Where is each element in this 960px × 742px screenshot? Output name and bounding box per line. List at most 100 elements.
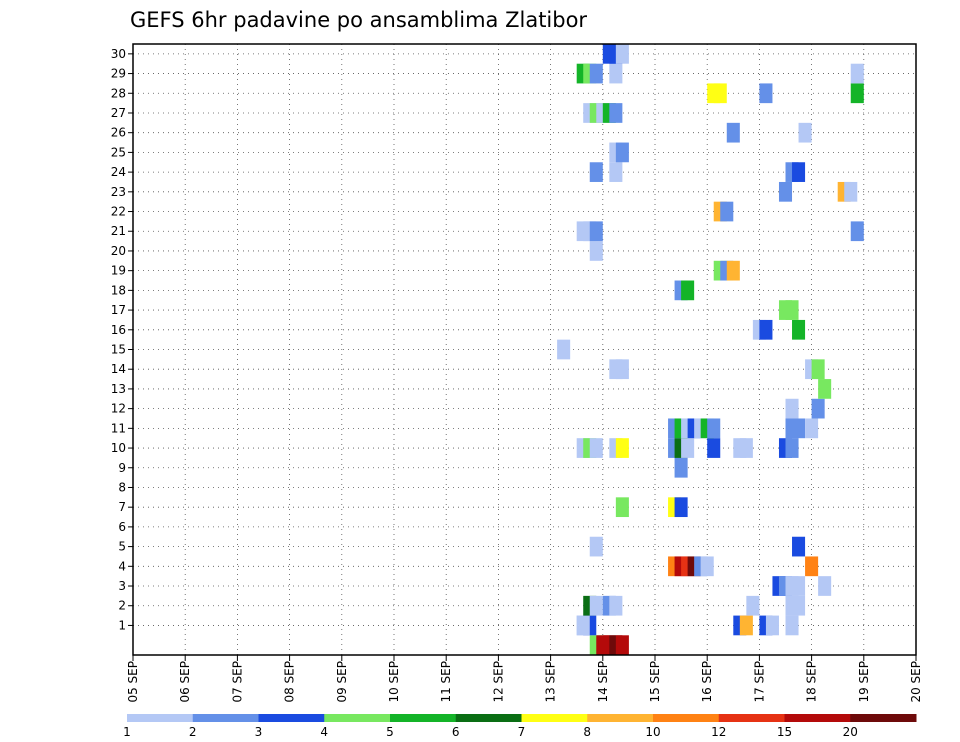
precip-cell [792, 576, 806, 596]
x-tick-label: 09 SEP [335, 661, 349, 703]
x-tick-label: 19 SEP [857, 661, 871, 703]
x-tick-label: 06 SEP [178, 661, 192, 703]
colorbar-swatch [324, 714, 391, 722]
y-tick-label: 12 [111, 402, 126, 416]
precip-cell [792, 418, 806, 439]
colorbar-swatch [653, 714, 720, 722]
x-tick-label: 12 SEP [491, 661, 505, 703]
precip-cell [726, 122, 740, 143]
y-tick-label: 20 [111, 244, 126, 258]
precip-cell [615, 44, 629, 64]
y-tick-label: 27 [111, 106, 126, 120]
y-tick-label: 16 [111, 323, 126, 337]
y-tick-label: 6 [118, 520, 126, 534]
precip-cell [792, 595, 806, 616]
precip-cell [674, 457, 688, 478]
colorbar-swatch [390, 714, 457, 722]
precip-cell [681, 438, 695, 458]
colorbar-label: 2 [189, 725, 197, 739]
x-tick-label: 13 SEP [544, 661, 558, 703]
precip-cell [615, 635, 629, 655]
precip-cell [713, 83, 727, 104]
y-tick-label: 7 [118, 500, 126, 514]
x-axis-ticks: 05 SEP 06 SEP 07 SEP 08 SEP 09 SEP 10 SEP 11 S… [126, 655, 923, 703]
precip-cell [792, 536, 806, 557]
precip-cell [609, 162, 623, 182]
x-tick-label: 15 SEP [648, 661, 662, 703]
colorbar-swatch [192, 714, 259, 722]
heatmap-cells [557, 44, 864, 655]
colorbar-label: 15 [777, 725, 792, 739]
colorbar-swatch [127, 714, 194, 722]
precip-cell [589, 438, 603, 458]
colorbar-swatch [718, 714, 785, 722]
colorbar-swatch [850, 714, 917, 722]
precip-cell [615, 142, 629, 163]
precip-cell [609, 595, 623, 616]
chart-title: GEFS 6hr padavine po ansamblima Zlatibor [130, 8, 587, 32]
precip-cell [726, 260, 740, 281]
x-tick-label: 05 SEP [126, 661, 140, 703]
colorbar: 1 2 3 4 5 6 7 8 10 12 15 20 [123, 714, 917, 739]
precip-cell [792, 162, 806, 182]
colorbar-swatch [258, 714, 325, 722]
precip-cell [785, 438, 799, 458]
precip-cell [576, 615, 590, 636]
y-tick-label: 8 [118, 480, 126, 494]
colorbar-label: 4 [320, 725, 328, 739]
precip-cell [700, 556, 714, 577]
colorbar-label: 5 [386, 725, 394, 739]
colorbar-label: 10 [645, 725, 660, 739]
precip-cell [557, 339, 571, 360]
precip-cell [739, 438, 753, 458]
precip-cell [707, 418, 721, 439]
y-tick-label: 13 [111, 382, 126, 396]
precip-cell [759, 319, 773, 340]
x-tick-label: 11 SEP [439, 661, 453, 703]
precip-cell [615, 359, 629, 380]
precip-cell [746, 595, 760, 616]
colorbar-label: 20 [843, 725, 858, 739]
precip-cell [589, 595, 603, 616]
y-tick-label: 26 [111, 126, 126, 140]
precip-cell [765, 615, 779, 636]
y-tick-label: 2 [118, 599, 126, 613]
y-tick-label: 9 [118, 461, 126, 475]
y-tick-label: 29 [111, 67, 126, 81]
colorbar-label: 7 [518, 725, 526, 739]
colorbar-label: 8 [583, 725, 591, 739]
precip-cell [818, 379, 832, 399]
precip-cell [850, 63, 864, 84]
precip-cell [589, 241, 603, 261]
x-tick-label: 07 SEP [230, 661, 244, 703]
precip-cell [720, 201, 734, 222]
colorbar-label: 6 [452, 725, 460, 739]
x-tick-label: 16 SEP [700, 661, 714, 703]
precip-cell [844, 181, 858, 202]
precip-cell [589, 63, 603, 84]
precip-cell [707, 438, 721, 458]
precip-cell [818, 576, 832, 596]
precip-cell [785, 300, 799, 320]
grid-lines [133, 44, 916, 655]
precip-cell [739, 615, 753, 636]
y-tick-label: 3 [118, 579, 126, 593]
y-tick-label: 10 [111, 441, 126, 455]
y-tick-label: 18 [111, 283, 126, 297]
precip-cell [785, 398, 799, 419]
y-tick-label: 21 [111, 224, 126, 238]
precip-cell [609, 103, 623, 123]
x-tick-label: 17 SEP [752, 661, 766, 703]
precip-cell [811, 359, 825, 380]
colorbar-swatch [521, 714, 588, 722]
x-tick-label: 08 SEP [283, 661, 297, 703]
precip-cell [674, 497, 688, 518]
y-tick-label: 4 [118, 559, 126, 573]
y-tick-label: 5 [118, 540, 126, 554]
x-tick-label: 14 SEP [596, 661, 610, 703]
y-tick-label: 19 [111, 264, 126, 278]
precip-cell [850, 221, 864, 242]
y-tick-label: 14 [111, 362, 126, 376]
precip-cell [798, 122, 812, 143]
